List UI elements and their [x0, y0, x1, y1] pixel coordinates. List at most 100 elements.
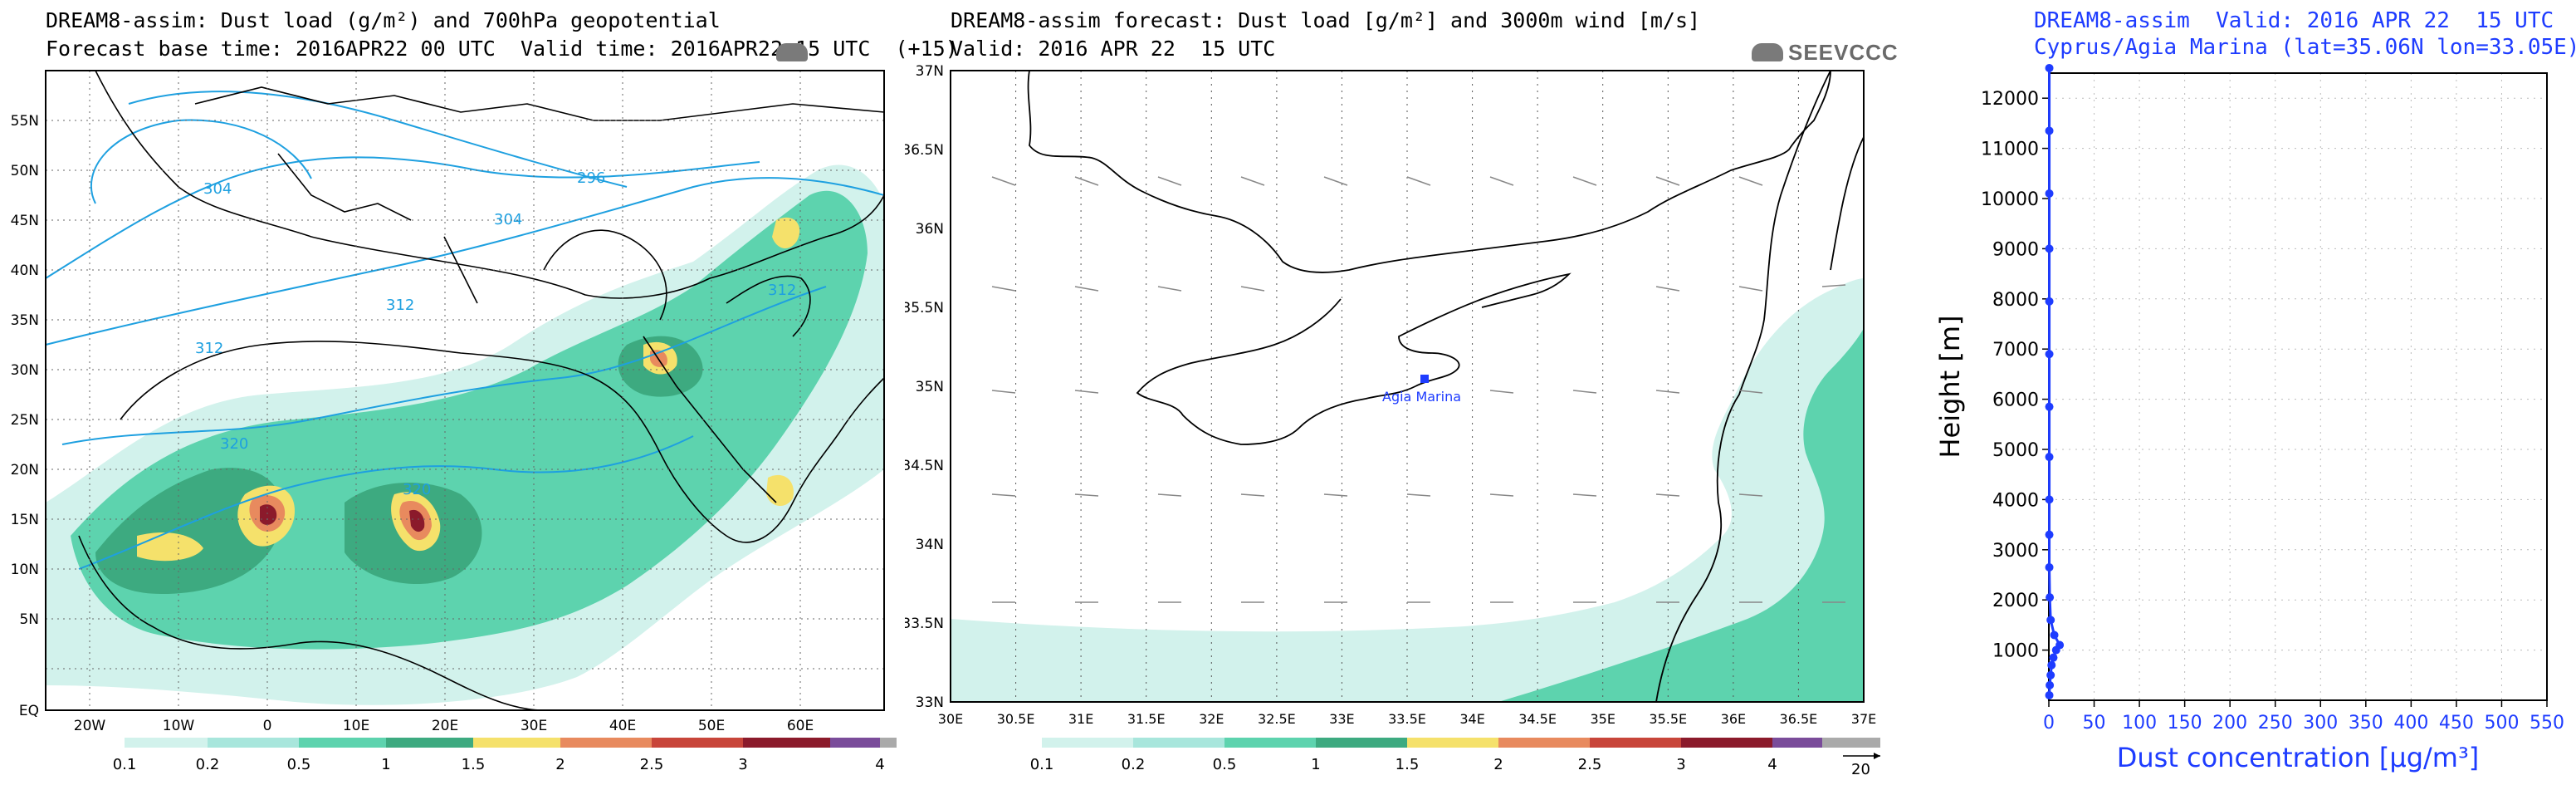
y-tick-label: 11000 — [1981, 140, 2039, 160]
svg-text:34.5E: 34.5E — [1518, 711, 1557, 727]
profile-point — [2045, 126, 2054, 135]
wind-arrow — [1738, 493, 1763, 497]
panel2-colorbar: 0.1 0.2 0.5 1 1.5 2 2.5 3 4 20 — [1030, 738, 1880, 778]
x-tick-label: 300 — [2303, 713, 2338, 733]
plot-frame — [2048, 72, 2548, 701]
profile-point — [2050, 630, 2059, 640]
profile-point — [2045, 244, 2054, 253]
panel1-geopotential-contours — [45, 91, 885, 570]
panel-dust-load-map: DREAM8-assim: Dust load (g/m²) and 700hP… — [0, 0, 958, 785]
svg-text:20E: 20E — [432, 718, 458, 734]
profile-chart: 1000200030004000500060007000800090001000… — [1934, 63, 2564, 773]
wind-reference: 20 — [1843, 753, 1880, 778]
profile-point — [2045, 530, 2054, 539]
svg-text:304: 304 — [494, 211, 522, 228]
svg-text:0: 0 — [263, 718, 272, 734]
svg-text:60E: 60E — [787, 718, 814, 734]
profile-point — [2046, 670, 2055, 680]
y-tick-label: 10000 — [1981, 189, 2039, 210]
svg-text:31E: 31E — [1068, 711, 1093, 727]
wind-arrow — [1240, 176, 1265, 186]
x-tick-label: 50 — [2083, 713, 2106, 733]
cloud-icon — [776, 43, 808, 61]
profile-point — [2055, 640, 2065, 650]
svg-text:36E: 36E — [1721, 711, 1746, 727]
panel2-lat-labels: 37N 36.5N 36N 35.5N 35N 34.5N 34N 33.5N … — [905, 63, 944, 711]
svg-text:20W: 20W — [74, 718, 106, 734]
panel1-title-line1: DREAM8-assim: Dust load (g/m²) and 700hP… — [46, 8, 721, 32]
svg-text:4: 4 — [875, 756, 884, 773]
profile-point — [2049, 653, 2058, 662]
svg-text:312: 312 — [768, 282, 796, 299]
wind-arrow — [1572, 390, 1597, 394]
svg-text:35E: 35E — [1590, 711, 1615, 727]
panel2-lon-labels: 30E 30.5E 31E 31.5E 32E 32.5E 33E 33.5E … — [938, 711, 1876, 727]
y-axis-label: Height [m] — [1934, 315, 1966, 458]
svg-text:32.5E: 32.5E — [1258, 711, 1296, 727]
svg-text:33E: 33E — [1329, 711, 1354, 727]
panel2-title-line2: Valid: 2016 APR 22 15 UTC — [951, 37, 1276, 61]
svg-text:0.2: 0.2 — [1122, 756, 1146, 773]
svg-text:15N: 15N — [11, 512, 39, 528]
svg-text:36.5E: 36.5E — [1780, 711, 1818, 727]
panel1-lat-labels: 55N 50N 45N 40N 35N 30N 25N 20N 15N 10N … — [11, 113, 39, 719]
svg-text:312: 312 — [195, 340, 223, 357]
svg-text:EQ: EQ — [19, 703, 39, 719]
y-tick-label: 12000 — [1981, 89, 2039, 110]
svg-text:35N: 35N — [916, 379, 944, 395]
svg-text:35.5N: 35.5N — [905, 300, 944, 316]
wind-arrow — [1489, 176, 1514, 186]
svg-text:320: 320 — [403, 481, 431, 498]
wind-arrow — [1738, 176, 1763, 186]
panel1-coastlines — [78, 70, 885, 711]
svg-text:50E: 50E — [698, 718, 725, 734]
svg-text:0.1: 0.1 — [1030, 756, 1054, 773]
wind-arrow — [1074, 493, 1099, 497]
svg-text:31.5E: 31.5E — [1127, 711, 1166, 727]
wind-arrow — [1157, 493, 1182, 497]
panel2-map: Agia Marina 37N 36.5N 36N 35.5N 35N 34.5… — [905, 63, 1880, 778]
panel-cyprus-map: DREAM8-assim forecast: Dust load [g/m²] … — [905, 0, 1901, 785]
profile-point — [2046, 593, 2055, 602]
y-tick-label: 8000 — [1992, 290, 2039, 311]
y-tick-label: 1000 — [1992, 641, 2039, 662]
x-tick-label: 250 — [2258, 713, 2293, 733]
svg-text:37E: 37E — [1851, 711, 1876, 727]
profile-point — [2045, 350, 2054, 359]
svg-text:36.5N: 36.5N — [905, 142, 944, 159]
svg-text:30E: 30E — [521, 718, 547, 734]
svg-text:20: 20 — [1851, 761, 1870, 778]
svg-text:34N: 34N — [916, 537, 944, 553]
svg-text:35N: 35N — [11, 312, 39, 329]
wind-arrow — [1323, 176, 1348, 186]
panel2-logo: SEEVCCC — [1752, 40, 1899, 66]
svg-text:34E: 34E — [1459, 711, 1484, 727]
svg-text:30E: 30E — [938, 711, 963, 727]
panel1-grid — [46, 71, 884, 710]
panel1-map: 304 296 304 312 312 320 320 312 — [11, 70, 897, 773]
wind-arrow — [1489, 493, 1514, 497]
wind-arrow — [1738, 390, 1763, 394]
panel3-title-line1: DREAM8-assim Valid: 2016 APR 22 15 UTC — [2034, 8, 2554, 33]
x-tick-label: 150 — [2168, 713, 2202, 733]
svg-text:10N: 10N — [11, 562, 39, 578]
wind-arrow — [1655, 286, 1680, 292]
y-tick-label: 6000 — [1992, 390, 2039, 411]
y-tick-label: 9000 — [1992, 239, 2039, 260]
panel1-dust-field — [46, 164, 884, 705]
svg-text:30N: 30N — [11, 362, 39, 379]
panel2-coastlines — [1027, 70, 1865, 703]
y-tick-label: 2000 — [1992, 591, 2039, 611]
profile-point — [2045, 297, 2054, 306]
panel2-title-line1: DREAM8-assim forecast: Dust load [g/m²] … — [951, 8, 1701, 32]
y-tick-label: 4000 — [1992, 490, 2039, 511]
svg-text:0.5: 0.5 — [287, 756, 311, 773]
panel2-logo-text: SEEVCCC — [1788, 40, 1899, 65]
svg-text:33N: 33N — [916, 694, 944, 711]
panel1-lon-labels: 20W 10W 0 10E 20E 30E 40E 50E 60E — [74, 718, 814, 734]
wind-arrow — [1240, 286, 1265, 292]
svg-text:36N: 36N — [916, 221, 944, 238]
svg-text:33.5N: 33.5N — [905, 616, 944, 632]
wind-arrow — [1655, 493, 1680, 497]
wind-arrow — [991, 176, 1016, 186]
